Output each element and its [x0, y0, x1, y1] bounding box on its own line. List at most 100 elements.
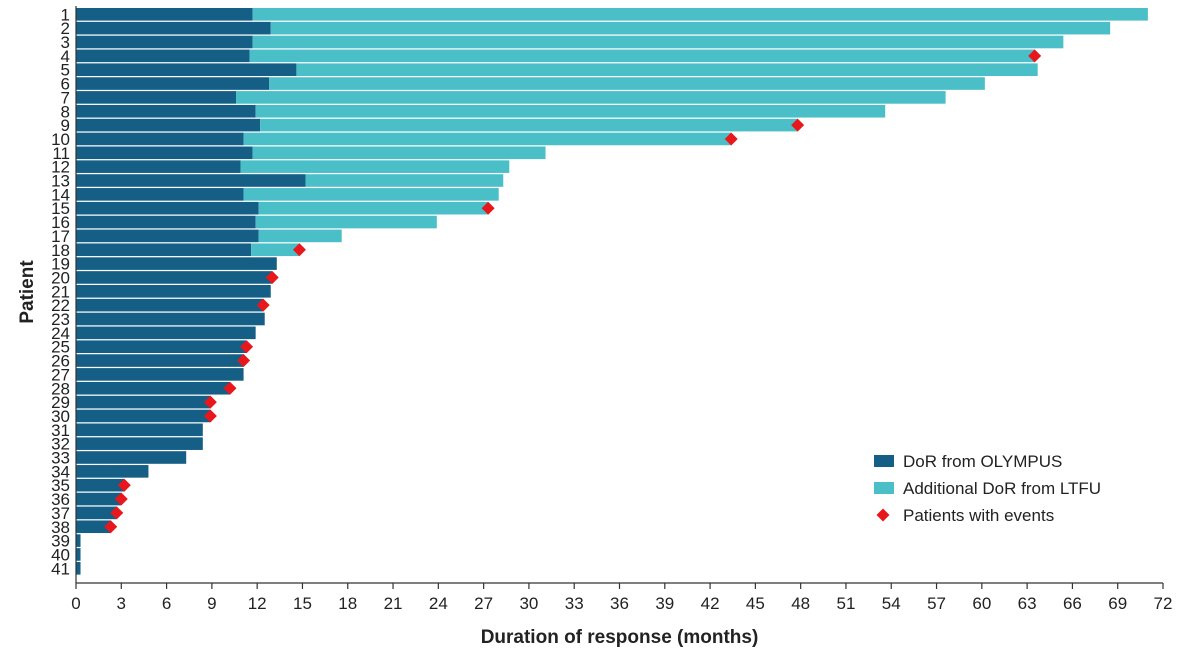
- bar-olympus-patient-20: [76, 271, 273, 284]
- y-tick-label: 38: [51, 518, 70, 537]
- event-marker-patient-4: [1028, 49, 1042, 63]
- x-axis-title: Duration of response (months): [481, 627, 759, 648]
- y-tick-label: 9: [61, 116, 70, 135]
- y-tick-label: 11: [52, 144, 70, 163]
- y-tick-label: 5: [61, 61, 70, 80]
- bar-ltfu-patient-7: [236, 91, 946, 104]
- y-tick-label: 23: [51, 310, 70, 329]
- y-tick-label: 3: [61, 33, 70, 52]
- bar-olympus-patient-27: [76, 368, 244, 381]
- bar-ltfu-patient-4: [249, 49, 1035, 63]
- y-tick-label: 21: [51, 282, 70, 301]
- bar-ltfu-patient-15: [258, 201, 489, 215]
- y-tick-label: 29: [51, 393, 70, 412]
- x-tick-label: 48: [791, 594, 810, 613]
- bar-olympus-patient-17: [76, 229, 259, 243]
- y-tick-label: 40: [51, 545, 70, 564]
- bar-olympus-patient-13: [76, 174, 306, 187]
- y-tick-label: 37: [51, 504, 70, 523]
- bar-olympus-patient-35: [76, 478, 125, 492]
- bar-ltfu-patient-14: [243, 188, 499, 201]
- x-tick-label: 18: [338, 594, 357, 613]
- y-tick-label: 16: [51, 213, 70, 232]
- bar-olympus-patient-12: [76, 160, 241, 173]
- x-axis: 0 3 6 9 12 15 18 21 24 27 30 33 36 39 42 45 48 51 54 57 60 63…: [71, 582, 1172, 613]
- bar-ltfu-patient-12: [240, 160, 510, 173]
- bar-olympus-patient-24: [76, 326, 256, 340]
- event-marker-patient-28: [223, 381, 237, 395]
- x-tick-label: 9: [207, 594, 216, 613]
- bar-olympus-patient-36: [76, 492, 122, 506]
- legend-swatch-ltfu: [874, 482, 894, 494]
- bar-ltfu-patient-1: [252, 8, 1148, 21]
- y-tick-label: 7: [61, 88, 70, 107]
- y-tick-label: 19: [51, 255, 70, 274]
- bar-olympus-patient-25: [76, 340, 247, 353]
- event-marker-patient-25: [240, 340, 254, 354]
- bar-olympus-patient-11: [76, 146, 253, 160]
- bar-olympus-patient-9: [76, 118, 261, 132]
- legend-swatch-events: [876, 508, 890, 522]
- event-marker-patient-18: [292, 243, 306, 257]
- y-tick-label: 2: [61, 19, 70, 38]
- y-tick-label: 28: [51, 379, 70, 398]
- x-tick-label: 0: [71, 594, 80, 613]
- bar-olympus-patient-6: [76, 77, 270, 90]
- x-tick-label: 15: [293, 594, 312, 613]
- y-tick-label: 27: [51, 365, 70, 384]
- legend-label: Patients with events: [903, 506, 1054, 525]
- y-tick-label: 24: [51, 324, 70, 343]
- y-tick-label: 33: [51, 449, 70, 468]
- y-tick-label: 13: [51, 172, 70, 191]
- x-tick-label: 42: [701, 594, 720, 613]
- x-tick-label: 45: [746, 594, 765, 613]
- event-marker-patient-10: [724, 132, 738, 146]
- event-marker-patient-15: [481, 201, 495, 215]
- legend: DoR from OLYMPUS Additional DoR from LTFU…: [874, 452, 1101, 525]
- y-tick-label: 1: [61, 5, 70, 24]
- bar-olympus-patient-26: [76, 354, 244, 367]
- bar-olympus-patient-22: [76, 298, 264, 312]
- bar-ltfu-patient-16: [255, 215, 437, 229]
- y-tick-label: 10: [51, 130, 70, 149]
- event-marker-patient-22: [256, 298, 270, 312]
- bar-olympus-patient-30: [76, 409, 211, 423]
- y-tick-label: 12: [51, 158, 70, 177]
- y-tick-label: 17: [51, 227, 70, 246]
- event-marker-patient-38: [104, 520, 118, 534]
- event-marker-patient-29: [203, 395, 217, 409]
- x-tick-label: 24: [429, 594, 448, 613]
- y-tick-label: 6: [61, 75, 70, 94]
- y-tick-label: 22: [51, 296, 70, 315]
- x-tick-label: 30: [519, 594, 538, 613]
- bar-olympus-patient-39: [76, 534, 81, 547]
- bar-olympus-patient-8: [76, 104, 256, 118]
- y-tick-label: 14: [51, 185, 70, 204]
- y-tick-label: 18: [51, 241, 70, 260]
- bar-olympus-patient-3: [76, 35, 253, 49]
- bar-ltfu-patient-8: [255, 104, 886, 118]
- x-tick-label: 6: [162, 594, 171, 613]
- bar-olympus-patient-18: [76, 243, 252, 257]
- y-tick-label: 30: [51, 407, 70, 426]
- y-tick-label: 36: [51, 490, 70, 509]
- event-marker-patient-9: [791, 118, 805, 132]
- x-tick-label: 39: [655, 594, 674, 613]
- x-tick-label: 36: [610, 594, 629, 613]
- y-tick-label: 34: [51, 462, 70, 481]
- bar-olympus-patient-1: [76, 8, 253, 21]
- event-marker-patient-35: [117, 478, 131, 492]
- bar-olympus-patient-37: [76, 506, 117, 520]
- bar-olympus-patient-10: [76, 132, 244, 146]
- y-tick-label: 25: [51, 338, 70, 357]
- y-tick-label: 20: [51, 268, 70, 287]
- bars-layer: [76, 8, 1148, 575]
- event-marker-patient-20: [265, 270, 279, 284]
- bar-ltfu-patient-10: [243, 132, 732, 146]
- bar-ltfu-patient-3: [252, 35, 1064, 49]
- bar-olympus-patient-40: [76, 548, 81, 561]
- bar-ltfu-patient-17: [258, 229, 342, 243]
- bar-olympus-patient-7: [76, 91, 237, 104]
- bar-olympus-patient-31: [76, 423, 203, 437]
- x-tick-label: 51: [836, 594, 855, 613]
